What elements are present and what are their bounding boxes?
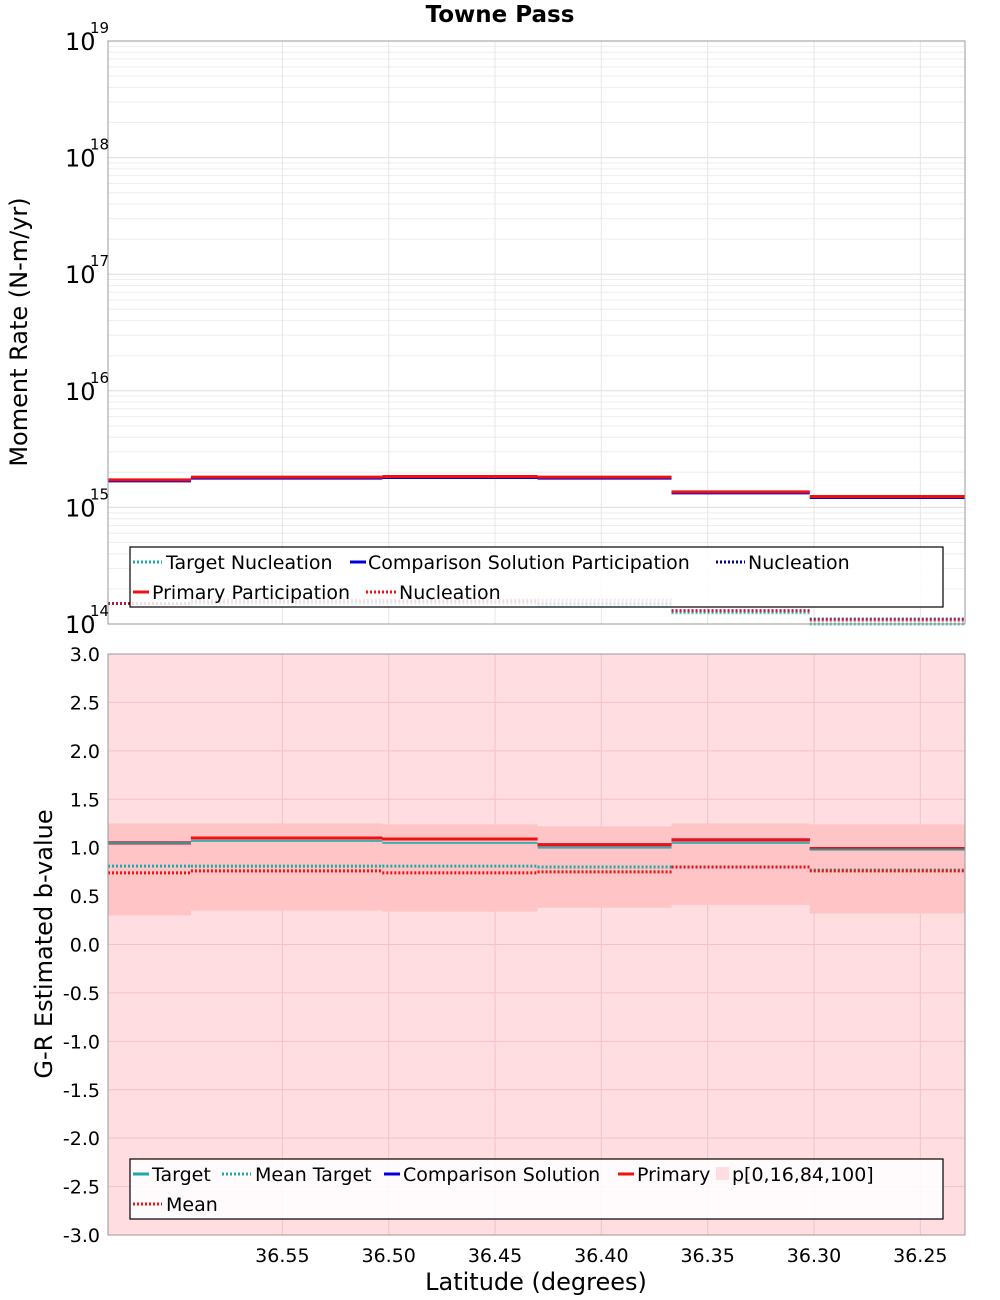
x-tick-label: 36.40: [574, 1245, 628, 1267]
top-legend: Target Nucleation Comparison Solution Pa…: [129, 546, 944, 608]
bottom-band-inner-bin-4: [671, 823, 810, 905]
top-legend-label-primary-nucleation: Nucleation: [399, 582, 501, 604]
top-y-tick-exponent: 15: [90, 485, 109, 503]
bottom-series-group: [108, 836, 965, 875]
bottom-x-tick-labels: 36.55 36.50 36.45 36.40 36.35 36.30 36.25: [255, 1245, 947, 1267]
bottom-legend-label-mean-target: Mean Target: [255, 1164, 372, 1186]
bottom-band-inner-bin-0: [108, 823, 191, 916]
bottom-y-tick-label: 1.5: [70, 789, 100, 811]
bottom-legend-label-mean: Mean: [166, 1194, 218, 1216]
x-tick-label: 36.50: [362, 1245, 416, 1267]
top-y-tick-exponent: 16: [90, 369, 109, 387]
bottom-legend-box: [129, 1158, 944, 1220]
x-tick-label: 36.35: [680, 1245, 734, 1267]
top-y-tick-exponent: 18: [90, 136, 109, 154]
top-gridlines: [108, 41, 965, 625]
top-y-tick-exponent: 17: [90, 252, 109, 270]
bottom-y-tick-labels: 3.0 2.5 2.0 1.5 1.0 0.5 0.0 -0.5 -1.0 -1.5 -2.0 -2.…: [63, 644, 100, 1247]
bottom-band-inner-bin-3: [537, 826, 672, 908]
bottom-y-tick-label: 2.5: [70, 692, 100, 714]
bottom-y-tick-label: 0.0: [70, 935, 100, 957]
top-y-tick-exponent: 14: [90, 602, 109, 620]
top-plot-background: [108, 41, 965, 624]
bottom-y-tick-label: -1.5: [63, 1080, 100, 1102]
bottom-y-axis-label: G-R Estimated b-value: [30, 809, 58, 1078]
top-series-primary-participation-3: [108, 475, 965, 499]
bottom-y-tick-label: -0.5: [63, 983, 100, 1005]
top-legend-label-target-nucleation: Target Nucleation: [165, 552, 333, 574]
top-legend-label-primary-participation: Primary Participation: [152, 582, 350, 604]
top-y-tick-exponent: 19: [90, 19, 109, 37]
bottom-legend-label-comparison: Comparison Solution: [403, 1164, 600, 1186]
x-axis-label: Latitude (degrees): [425, 1268, 647, 1296]
top-y-tick-base: 10: [65, 145, 96, 173]
bottom-y-tick-label: 1.0: [70, 838, 100, 860]
bottom-y-tick-label: 2.0: [70, 741, 100, 763]
top-y-tick-base: 10: [65, 261, 96, 289]
x-tick-label: 36.30: [787, 1245, 841, 1267]
top-y-tick-base: 10: [65, 28, 96, 56]
bottom-y-tick-label: -2.0: [63, 1128, 100, 1150]
top-y-tick-base: 10: [65, 378, 96, 406]
bottom-y-tick-label: -3.0: [63, 1225, 100, 1247]
bottom-y-tick-label: 3.0: [70, 644, 100, 666]
bottom-plot-frame: [107, 653, 966, 1236]
bottom-y-tick-label: 0.5: [70, 886, 100, 908]
top-plot-frame: [107, 40, 966, 625]
bottom-y-tick-label: -1.0: [63, 1031, 100, 1053]
bottom-legend-swatch-percentile: [716, 1167, 729, 1180]
x-tick-label: 36.25: [893, 1245, 947, 1267]
top-legend-box: [129, 546, 944, 608]
bottom-panel: 3.0 2.5 2.0 1.5 1.0 0.5 0.0 -0.5 -1.0 -1.5 -2.0 -2.…: [30, 644, 966, 1296]
top-y-tick-base: 10: [65, 494, 96, 522]
top-y-tick-base: 10: [65, 611, 96, 639]
chart-title: Towne Pass: [426, 2, 575, 28]
bottom-series-mean: [108, 865, 965, 875]
bottom-legend: Target Mean Target Comparison Solution P…: [129, 1158, 944, 1220]
bottom-legend-label-primary: Primary: [637, 1164, 710, 1186]
top-y-axis-label: Moment Rate (N-m/yr): [5, 197, 33, 466]
bottom-y-tick-label: -2.5: [63, 1177, 100, 1199]
bottom-legend-label-target: Target: [151, 1164, 211, 1186]
bottom-legend-label-percentile: p[0,16,84,100]: [732, 1164, 874, 1186]
bottom-series-target: [108, 839, 965, 851]
top-legend-label-comparison-nucleation: Nucleation: [748, 552, 850, 574]
x-tick-label: 36.45: [468, 1245, 522, 1267]
top-legend-label-comparison-participation: Comparison Solution Participation: [368, 552, 690, 574]
x-tick-label: 36.55: [255, 1245, 309, 1267]
